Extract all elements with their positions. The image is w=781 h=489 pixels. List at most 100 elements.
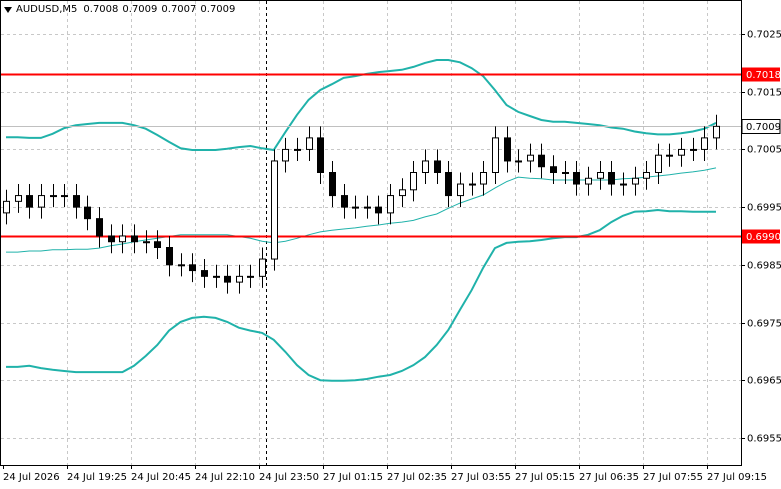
candle-body (189, 264, 196, 272)
candle-body (597, 172, 604, 179)
candle-body (119, 235, 126, 243)
candle-body (690, 148, 697, 151)
grid (1, 1, 741, 465)
candle-body (131, 235, 138, 243)
candle-body (154, 241, 161, 249)
candle-body (387, 195, 394, 214)
candle-body (84, 206, 91, 220)
candle-body (469, 183, 476, 186)
quote-open: 0.7008 (83, 4, 119, 15)
candle-body (550, 166, 557, 174)
candle-body (643, 172, 650, 179)
level-label-box (742, 229, 780, 244)
candle-body (317, 137, 324, 173)
candle-body (178, 264, 185, 267)
candle-body (26, 195, 33, 208)
y-tick-label: 0.6955 (747, 434, 781, 445)
candle-body (410, 172, 417, 191)
last-price-label: 0.7009 (746, 122, 781, 133)
x-tick-label: 24 Jul 2026 (3, 472, 60, 483)
candle-body (15, 195, 22, 202)
candle-body (632, 177, 639, 185)
x-tick-label: 24 Jul 23:50 (259, 472, 319, 483)
candle-body (341, 195, 348, 208)
candle-body (3, 200, 10, 214)
candle-body (50, 195, 57, 198)
x-tick-label: 27 Jul 07:55 (643, 472, 703, 483)
candle-body (399, 189, 406, 197)
candle-body (108, 235, 115, 243)
candle-body (236, 275, 243, 283)
candle-body (585, 177, 592, 185)
candle-body (527, 154, 534, 162)
band-line (6, 167, 717, 253)
candle-body (620, 183, 627, 186)
candle-body (573, 172, 580, 185)
candle-body (294, 148, 301, 151)
quote-high: 0.7009 (122, 4, 158, 15)
x-tick-label: 24 Jul 20:45 (131, 472, 191, 483)
candle-body (480, 172, 487, 185)
axes: 0.7025 0.7015 0.7005 0.6995 0.6985 0.6975 0.69… (3, 30, 781, 483)
candle-body (73, 195, 80, 208)
candle-body (61, 195, 68, 198)
candle-body (306, 137, 313, 150)
x-tick-label: 27 Jul 03:55 (451, 472, 511, 483)
candle-body (655, 154, 662, 173)
candle-body (271, 160, 278, 260)
quote-close: 0.7009 (200, 4, 236, 15)
plot (1, 59, 741, 382)
quote-low: 0.7007 (161, 4, 197, 15)
y-tick-label: 0.6965 (747, 376, 781, 387)
candle-body (608, 172, 615, 185)
candle-body (445, 172, 452, 197)
x-tick-label: 27 Jul 01:15 (323, 472, 383, 483)
candle-body (666, 154, 673, 157)
x-tick-label: 27 Jul 02:35 (387, 472, 447, 483)
candle-body (259, 258, 266, 277)
candle-body (143, 241, 150, 244)
candle-body (713, 125, 720, 139)
candle-body (538, 154, 545, 168)
candle-body (96, 218, 103, 237)
y-tick-label: 0.6985 (747, 261, 781, 272)
menu-triangle[interactable] (4, 6, 12, 13)
candle-body (201, 270, 208, 277)
candle-body (364, 206, 371, 209)
candle-body (515, 160, 522, 163)
candle-body (701, 137, 708, 150)
y-tick-label: 0.7015 (747, 88, 781, 99)
chart-header: AUDUSD,M5 0.7008 0.7009 0.7007 0.7009 (4, 4, 235, 15)
band-line (6, 208, 716, 382)
candle-body (492, 137, 499, 173)
candle-body (422, 160, 429, 173)
candle-body (329, 172, 336, 197)
x-tick-label: 24 Jul 19:25 (67, 472, 127, 483)
y-tick-label: 0.7025 (747, 30, 781, 41)
candle-body (504, 137, 511, 162)
candle-body (282, 148, 289, 162)
candle-body (247, 275, 254, 278)
level-label-box (742, 67, 780, 82)
candle-body (375, 206, 382, 214)
candle-body (678, 148, 685, 156)
x-tick-label: 27 Jul 05:15 (515, 472, 575, 483)
x-tick-label: 24 Jul 22:10 (195, 472, 255, 483)
level-label: 0.6990 (746, 232, 781, 243)
candle-body (562, 172, 569, 174)
x-tick-label: 27 Jul 09:15 (707, 472, 767, 483)
candle-body (352, 206, 359, 209)
candle-body (434, 160, 441, 173)
plot-frame (0, 0, 742, 466)
symbol: AUDUSD,M5 (16, 4, 78, 15)
candle-body (213, 275, 220, 278)
candle-body (224, 275, 231, 283)
y-tick-label: 0.7005 (747, 145, 781, 156)
candle-body (166, 247, 173, 266)
level-label: 0.7018 (746, 70, 781, 81)
y-tick-label: 0.6975 (747, 319, 781, 330)
candle-body (38, 195, 45, 208)
y-tick-label: 0.6995 (747, 203, 781, 214)
